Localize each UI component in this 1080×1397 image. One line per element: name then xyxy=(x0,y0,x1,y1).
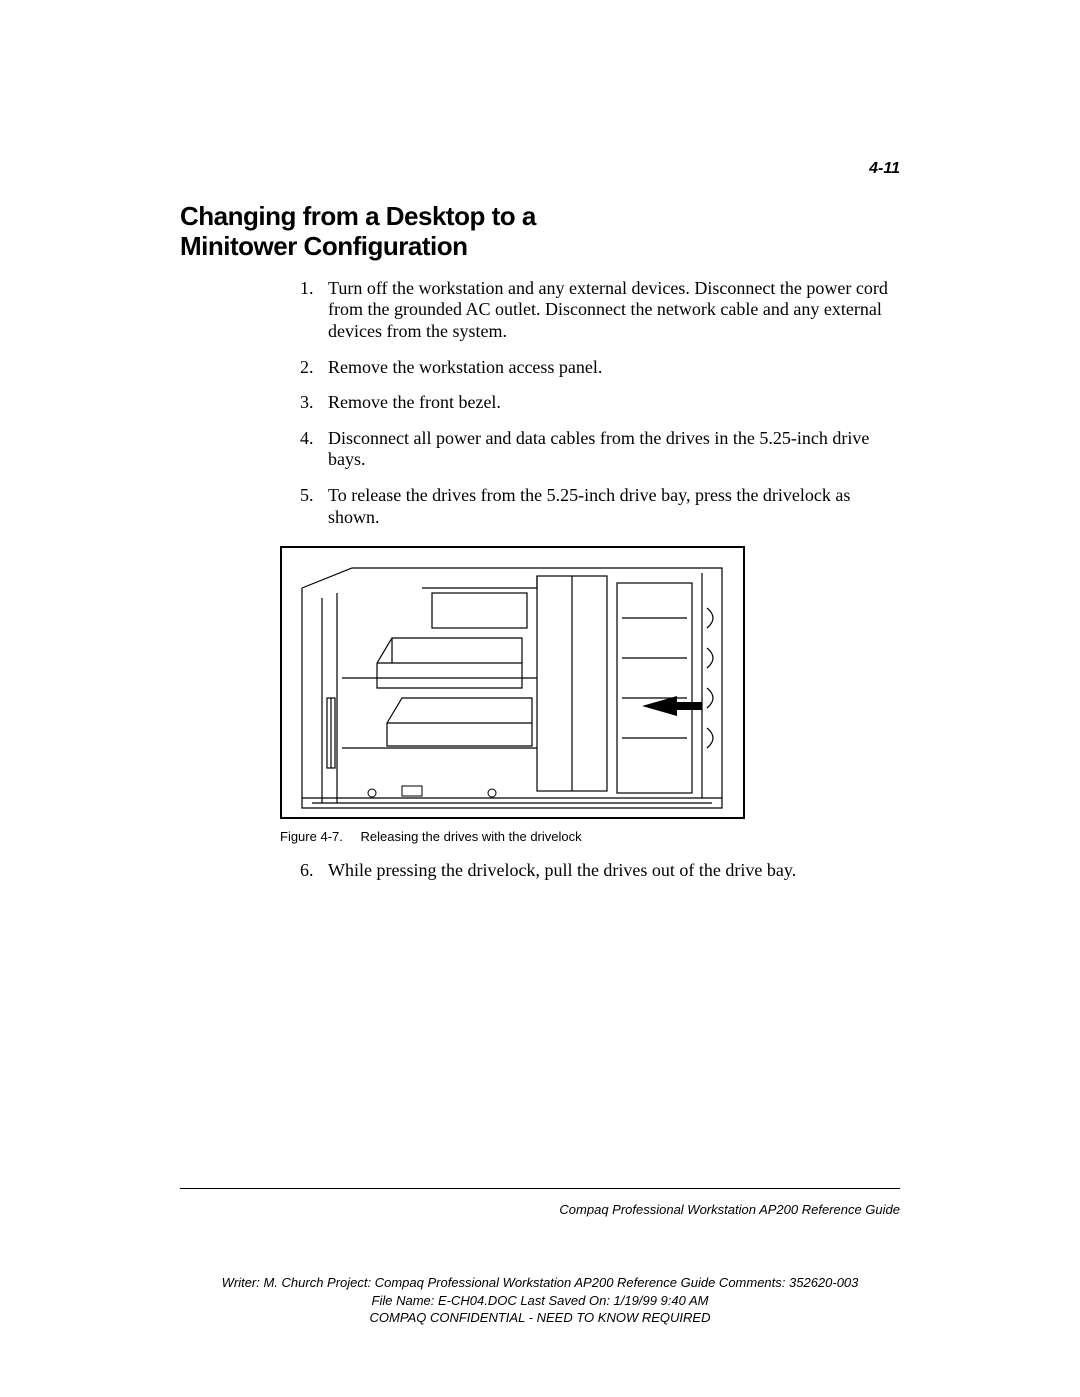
figure-number: Figure 4-7. xyxy=(280,829,343,844)
meta-line-3: COMPAQ CONFIDENTIAL - NEED TO KNOW REQUI… xyxy=(0,1309,1080,1327)
step-item: To release the drives from the 5.25-inch… xyxy=(300,485,900,528)
step-item: While pressing the drivelock, pull the d… xyxy=(300,860,900,882)
bottom-metadata: Writer: M. Church Project: Compaq Profes… xyxy=(0,1274,1080,1327)
figure-drivelock xyxy=(280,546,745,819)
figure-caption: Figure 4-7. Releasing the drives with th… xyxy=(280,829,900,844)
step-item: Remove the workstation access panel. xyxy=(300,357,900,379)
step-item: Remove the front bezel. xyxy=(300,392,900,414)
drivelock-illustration xyxy=(282,548,745,819)
steps-list-continued: While pressing the drivelock, pull the d… xyxy=(300,860,900,882)
section-title-line2: Minitower Configuration xyxy=(180,231,467,261)
figure-caption-text: Releasing the drives with the drivelock xyxy=(361,829,582,844)
step-item: Turn off the workstation and any externa… xyxy=(300,278,900,343)
page-content: 4-11 Changing from a Desktop to a Minito… xyxy=(180,160,900,1217)
page-number: 4-11 xyxy=(869,160,900,178)
footer-rule xyxy=(180,1188,900,1189)
section-title: Changing from a Desktop to a Minitower C… xyxy=(180,202,900,262)
section-title-line1: Changing from a Desktop to a xyxy=(180,201,536,231)
meta-line-2: File Name: E-CH04.DOC Last Saved On: 1/1… xyxy=(0,1292,1080,1310)
meta-line-1: Writer: M. Church Project: Compaq Profes… xyxy=(0,1274,1080,1292)
step-item: Disconnect all power and data cables fro… xyxy=(300,428,900,471)
footer-guide-title: Compaq Professional Workstation AP200 Re… xyxy=(559,1202,900,1217)
steps-list: Turn off the workstation and any externa… xyxy=(300,278,900,528)
